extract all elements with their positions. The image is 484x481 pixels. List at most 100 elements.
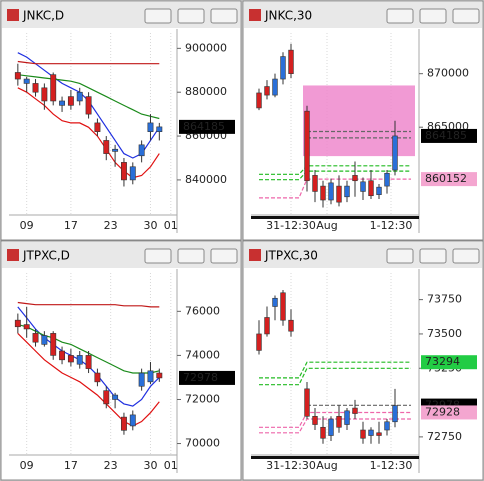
- window-button[interactable]: [144, 248, 172, 264]
- candle-body: [368, 429, 374, 436]
- y-tick-label: 72750: [427, 430, 462, 443]
- window-button[interactable]: [419, 248, 447, 264]
- price-tag-label: 72928: [425, 405, 460, 418]
- candle-body: [272, 297, 278, 307]
- candle-body: [352, 407, 358, 414]
- price-tag-label: 864185: [183, 120, 225, 133]
- plot-area: [14, 273, 172, 455]
- window-icon: [249, 9, 261, 21]
- window-button[interactable]: [419, 8, 447, 24]
- y-tick-label: 72000: [185, 392, 220, 405]
- window-button[interactable]: [177, 248, 205, 264]
- candle-body: [304, 388, 310, 417]
- axis-bar: [251, 456, 419, 459]
- window-icon: [7, 249, 19, 261]
- price-tag: [421, 355, 477, 370]
- candle-body: [94, 372, 101, 383]
- candle-body: [256, 92, 262, 109]
- price-tag: [179, 119, 235, 134]
- window-button[interactable]: [210, 248, 238, 264]
- candle-body: [14, 72, 21, 80]
- window-button[interactable]: [210, 8, 238, 24]
- x-tick-label: 09: [20, 459, 34, 472]
- x-tick-label: 01: [164, 459, 178, 472]
- candle-body: [264, 86, 270, 96]
- candle-body: [256, 333, 262, 351]
- candle-body: [67, 96, 74, 106]
- indicator-line: [259, 367, 411, 386]
- zone: [303, 85, 415, 157]
- candle-body: [129, 414, 136, 427]
- x-tick-label: 31-12:30: [266, 459, 316, 472]
- candle-body: [41, 87, 48, 102]
- candle-body: [376, 432, 382, 436]
- candle-body: [392, 135, 398, 171]
- candle-body: [23, 324, 30, 330]
- y-tick-label: 73750: [427, 293, 462, 306]
- chart-window: JTPXC,307275073250735007375031-12:30Aug1…: [242, 240, 484, 481]
- candle-body: [328, 418, 334, 436]
- x-tick-label: Aug: [316, 219, 337, 232]
- candle-body: [94, 122, 101, 132]
- x-tick-label: Aug: [316, 459, 337, 472]
- window-button[interactable]: [177, 8, 205, 24]
- candle-body: [50, 74, 57, 102]
- candle-body: [129, 166, 136, 181]
- candle-body: [85, 355, 92, 369]
- candle-body: [384, 421, 390, 431]
- indicator-line: [17, 74, 160, 120]
- candle-body: [32, 333, 39, 343]
- candle-body: [304, 110, 310, 182]
- x-tick-label: 31-12:30: [266, 219, 316, 232]
- x-tick-label: 1-12:30: [370, 219, 413, 232]
- candle-body: [14, 319, 21, 328]
- window-button[interactable]: [386, 8, 414, 24]
- indicator-line: [17, 60, 160, 65]
- candle-body: [288, 49, 294, 74]
- window-button[interactable]: [452, 8, 480, 24]
- candle-body: [103, 390, 110, 405]
- candle-body: [67, 355, 74, 363]
- candle-body: [156, 126, 163, 132]
- price-tag-label: 73294: [425, 355, 460, 368]
- window-title: JNKC,D: [22, 9, 64, 23]
- window-button[interactable]: [144, 8, 172, 24]
- window-button[interactable]: [452, 248, 480, 264]
- candle-body: [50, 333, 57, 356]
- price-tag: [179, 370, 235, 385]
- candle-body: [59, 350, 66, 361]
- axis-bar: [251, 216, 419, 219]
- candle-body: [328, 182, 334, 201]
- x-tick-label: 17: [64, 219, 78, 232]
- price-tag-label: 72978: [183, 371, 218, 384]
- x-tick-label: 30: [143, 459, 157, 472]
- y-tick-label: 76000: [185, 304, 220, 317]
- candle-body: [320, 426, 326, 439]
- window-icon: [249, 249, 261, 261]
- candle-body: [344, 185, 350, 198]
- candle-body: [336, 415, 342, 428]
- window-button[interactable]: [386, 248, 414, 264]
- candle-body: [312, 415, 318, 425]
- price-tag: [421, 405, 477, 420]
- indicator-line: [259, 361, 411, 379]
- price-tag-label: 860152: [425, 172, 467, 185]
- window-title: JTPXC,D: [22, 249, 70, 263]
- candle-body: [156, 372, 163, 379]
- candle-body: [344, 410, 350, 425]
- candle-body: [32, 83, 39, 93]
- candle-body: [85, 96, 92, 115]
- candle-body: [392, 405, 398, 423]
- candle-body: [138, 144, 145, 157]
- candle-body: [103, 140, 110, 154]
- indicator-line: [259, 170, 411, 181]
- candle-body: [76, 355, 83, 365]
- candle-body: [360, 429, 366, 439]
- y-tick-label: 73500: [427, 327, 462, 340]
- window-icon: [7, 9, 19, 21]
- candle-body: [112, 394, 119, 400]
